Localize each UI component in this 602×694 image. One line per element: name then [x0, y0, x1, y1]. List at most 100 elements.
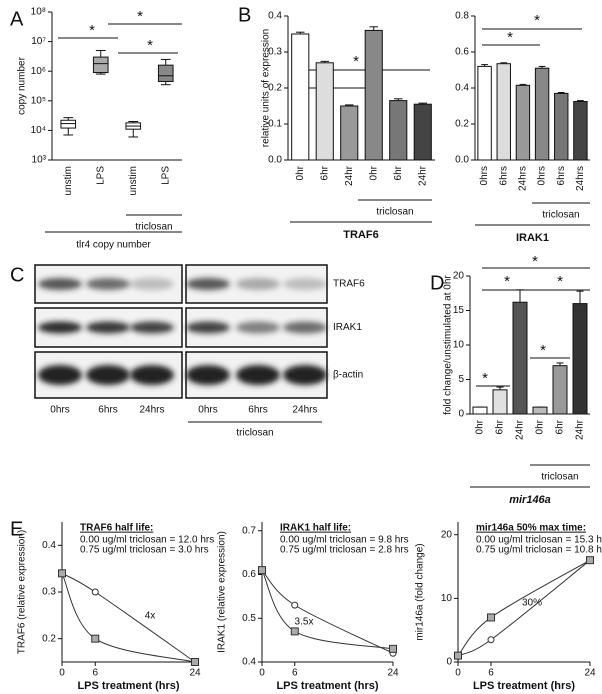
- blot-lane-label: 24hrs: [292, 405, 317, 416]
- annotation: *: [353, 53, 359, 70]
- y-axis-label: TRAF6 (relative expression): [17, 530, 28, 654]
- y-axis-label: fold change/unstimulated at 0hr: [443, 275, 454, 415]
- annotation: *: [507, 29, 513, 46]
- blot-lane-label: 0hrs: [50, 405, 69, 416]
- x-tick-label: LPS: [95, 166, 106, 185]
- y-tick-label: 0.3: [268, 47, 282, 58]
- annotation: *: [504, 273, 510, 290]
- bar: [512, 301, 528, 415]
- x-tick-label: 24hr: [344, 165, 355, 186]
- x-axis-label: IRAK1: [516, 232, 549, 244]
- x-tick-label: 0: [455, 668, 461, 679]
- y-tick-label: 0.2: [42, 633, 56, 644]
- y-tick-label: 0.0: [455, 155, 469, 166]
- series-line: [261, 569, 394, 650]
- bar: [315, 62, 334, 161]
- x-tick-label: LPS: [160, 166, 171, 185]
- y-axis-label: copy number: [17, 56, 28, 114]
- x-tick-label: 0hrs: [537, 166, 548, 185]
- y-tick-label: 15: [453, 305, 465, 316]
- box: [60, 119, 77, 129]
- y-tick-label: 0.4: [455, 83, 469, 94]
- annotation: *: [147, 37, 153, 54]
- x-tick-label: 24hr: [575, 419, 586, 440]
- blot-band: [38, 278, 82, 290]
- bar: [477, 65, 492, 161]
- annotation: *: [540, 342, 546, 359]
- legend-entry: 0.00 ug/ml triclosan = 9.8 hrs: [280, 535, 409, 546]
- y-tick-label: 20: [453, 271, 465, 282]
- y-tick-label: 0.5: [242, 613, 256, 624]
- y-tick-label: 10: [453, 340, 465, 351]
- blot-band: [86, 278, 130, 290]
- x-tick-label: 6: [488, 668, 494, 679]
- y-tick-label: 0: [458, 409, 464, 420]
- y-tick-label: 0.6: [455, 47, 469, 58]
- bar: [554, 92, 569, 161]
- blot-band: [86, 365, 130, 385]
- x-tick-label: 0hrs: [479, 166, 490, 185]
- series-line: [261, 569, 394, 654]
- x-tick-label: 24: [189, 668, 201, 679]
- x-tick-label: 0hr: [295, 165, 306, 180]
- point: [58, 569, 66, 578]
- panel-label: C: [10, 264, 24, 286]
- bar: [572, 303, 588, 415]
- panel-label: E: [10, 518, 23, 540]
- point: [389, 644, 397, 653]
- box: [92, 56, 109, 74]
- y-tick-label: 10⁷: [31, 36, 46, 47]
- x-axis-label: LPS treatment (hrs): [77, 680, 179, 692]
- panel-label: D: [430, 272, 444, 294]
- point: [258, 566, 266, 575]
- bar: [552, 365, 568, 415]
- y-tick-label: 0.8: [455, 11, 469, 22]
- annotation: *: [137, 8, 143, 25]
- blot-band: [86, 321, 130, 334]
- point: [586, 556, 594, 565]
- annotation: *: [89, 22, 95, 39]
- blot-band: [186, 365, 230, 385]
- y-tick-label: 10⁵: [31, 95, 46, 106]
- y-axis-label: mir146a (fold change): [415, 543, 426, 640]
- subtitle: IRAK1 half life:: [280, 523, 351, 534]
- bar: [340, 105, 359, 161]
- series-line: [457, 559, 591, 657]
- bar: [291, 33, 310, 161]
- blot-band: [236, 278, 280, 290]
- blot-row-label: β-actin: [333, 370, 363, 381]
- point: [91, 634, 100, 643]
- blot-band: [283, 278, 327, 290]
- bar: [472, 406, 488, 415]
- subtitle: TRAF6 half life:: [80, 523, 153, 534]
- blot-lane-label: 24hrs: [139, 405, 164, 416]
- point: [191, 658, 199, 666]
- group-label: triclosan: [542, 210, 579, 221]
- y-tick-label: 0.6: [242, 569, 256, 580]
- legend-entry: 0.75 ug/ml triclosan = 3.0 hrs: [80, 545, 209, 556]
- series-line: [61, 573, 196, 663]
- point: [487, 636, 495, 644]
- y-tick-label: 0.2: [455, 119, 469, 130]
- blot-band: [236, 365, 280, 385]
- y-tick-label: 10³: [32, 155, 47, 166]
- annotation: *: [534, 12, 540, 29]
- blot-band: [130, 278, 174, 290]
- group-label: triclosan: [376, 207, 413, 218]
- x-axis-label: mir146a: [509, 494, 551, 506]
- x-tick-label: 0hr: [535, 419, 546, 434]
- y-tick-label: 0.2: [268, 83, 282, 94]
- y-tick-label: 10⁸: [31, 7, 46, 18]
- x-tick-label: 6hr: [393, 165, 404, 180]
- legend-entry: 0.75 ug/ml triclosan = 10.8 hrs: [476, 545, 602, 556]
- y-tick-label: 0: [446, 657, 452, 668]
- blot-row-label: IRAK1: [333, 322, 362, 333]
- subtitle: mir146a 50% max time:: [476, 523, 586, 534]
- x-tick-label: unstim: [63, 166, 74, 195]
- blot-band: [130, 321, 174, 334]
- x-tick-label: unstim: [128, 166, 139, 195]
- x-tick-label: 6: [292, 668, 298, 679]
- panel-label: B: [238, 4, 251, 26]
- blot-band: [38, 321, 82, 334]
